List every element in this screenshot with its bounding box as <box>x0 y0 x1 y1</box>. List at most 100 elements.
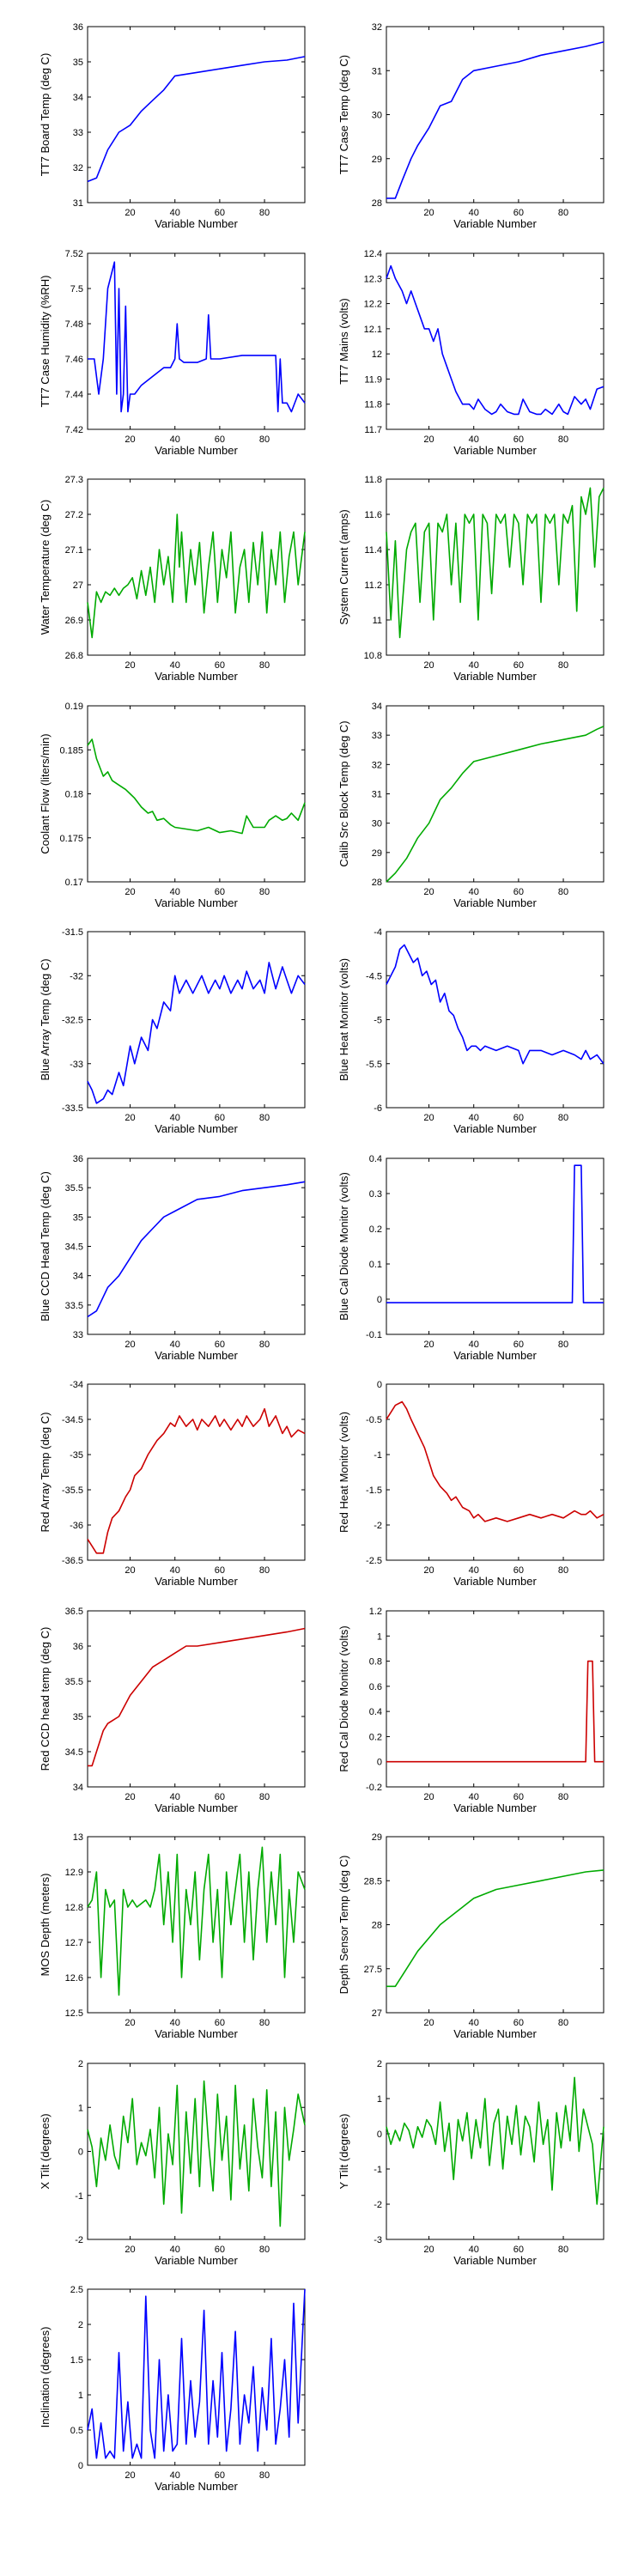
y-tick-label: 12.1 <box>364 325 382 335</box>
plot-frame <box>386 1836 605 2014</box>
y-tick-label: 30 <box>372 111 382 121</box>
plot-frame <box>87 705 306 883</box>
y-tick-label: 0 <box>377 2129 382 2140</box>
y-tick-label: 0.19 <box>65 702 83 712</box>
y-tick-label: 35 <box>73 1712 83 1722</box>
x-tick-label: 20 <box>125 2245 135 2255</box>
chart-panel-9: -33.5 -33 -32.5 -32 -31.5 20 40 60 80 Variable Nu… <box>39 927 306 1135</box>
y-tick-label: 30 <box>372 819 382 829</box>
x-tick-label: 40 <box>469 1113 479 1123</box>
x-axis-label: Variable Number <box>453 444 537 457</box>
x-tick-label: 40 <box>469 887 479 897</box>
y-tick-label: 28 <box>372 198 382 209</box>
series-line <box>386 944 605 1065</box>
y-axis-label: MOS Depth (meters) <box>39 1874 52 1977</box>
y-axis-label: Blue Heat Monitor (volts) <box>337 958 350 1081</box>
y-axis-label: Calib Src Block Temp (deg C) <box>337 720 350 866</box>
y-axis-label: Red Cal Diode Monitor (volts) <box>337 1625 350 1772</box>
y-tick-label: 36 <box>73 22 83 33</box>
y-tick-label: 11.4 <box>364 545 382 556</box>
y-tick-label: 1 <box>78 2391 83 2401</box>
y-tick-label: -1.5 <box>366 1485 382 1496</box>
y-tick-label: 0 <box>377 1295 382 1305</box>
series-line <box>87 738 306 835</box>
plot-frame <box>87 931 306 1109</box>
plot-frame <box>87 1383 306 1561</box>
x-tick-label: 40 <box>170 208 180 218</box>
y-axis-label: TT7 Board Temp (deg C) <box>39 53 52 177</box>
x-axis-label: Variable Number <box>155 1575 238 1588</box>
y-tick-label: 0.4 <box>369 1707 382 1717</box>
y-tick-label: -34.5 <box>62 1415 83 1425</box>
x-tick-label: 40 <box>170 1340 180 1350</box>
y-tick-label: 27.1 <box>65 545 83 556</box>
y-axis-label: Blue CCD Head Temp (deg C) <box>39 1171 52 1321</box>
series-line <box>386 264 605 416</box>
y-axis-label: Red Heat Monitor (volts) <box>337 1412 350 1533</box>
y-tick-label: 26.9 <box>65 616 83 626</box>
x-tick-label: 60 <box>513 1340 524 1350</box>
y-tick-label: 27.5 <box>364 1965 382 1975</box>
x-axis-label: Variable Number <box>453 1575 537 1588</box>
y-axis-label: Inclination (degrees) <box>39 2327 52 2428</box>
y-tick-label: -35.5 <box>62 1485 83 1496</box>
y-tick-label: -2 <box>374 1521 382 1531</box>
x-tick-label: 80 <box>259 2470 270 2481</box>
x-tick-label: 20 <box>423 660 434 671</box>
y-tick-label: 12.7 <box>65 1938 83 1948</box>
y-tick-label: 0.6 <box>369 1682 382 1692</box>
x-tick-label: 20 <box>423 2245 434 2255</box>
plot-frame <box>386 1610 605 1788</box>
x-tick-label: 60 <box>215 2245 225 2255</box>
x-tick-label: 40 <box>469 2018 479 2028</box>
x-tick-label: 40 <box>469 1792 479 1802</box>
y-tick-label: 27 <box>372 2008 382 2019</box>
y-tick-label: 12.5 <box>65 2008 83 2019</box>
y-tick-label: -2.5 <box>366 1556 382 1566</box>
y-tick-label: 26.8 <box>65 651 83 661</box>
x-tick-label: 80 <box>259 1113 270 1123</box>
y-tick-label: 12.4 <box>364 249 382 259</box>
y-axis-label: System Current (amps) <box>337 509 350 624</box>
y-tick-label: -6 <box>374 1103 382 1114</box>
x-tick-label: 60 <box>513 434 524 445</box>
chart-panel-7: 0.17 0.175 0.18 0.185 0.19 20 40 60 80 Variable N… <box>39 702 306 909</box>
x-tick-label: 40 <box>469 2245 479 2255</box>
x-tick-label: 20 <box>423 208 434 218</box>
y-tick-label: 0 <box>377 1758 382 1768</box>
y-tick-label: 0.185 <box>59 745 83 756</box>
y-tick-label: -0.2 <box>366 1783 382 1793</box>
y-tick-label: 32 <box>73 163 83 173</box>
plot-frame <box>87 1610 306 1788</box>
series-line <box>87 2080 306 2227</box>
series-line <box>386 1869 605 1988</box>
x-tick-label: 60 <box>513 2018 524 2028</box>
y-tick-label: 2 <box>78 2320 83 2330</box>
y-tick-label: 31 <box>372 790 382 800</box>
series-line <box>87 2288 306 2459</box>
chart-panel-15: 34 34.5 35 35.5 36 36.5 20 40 60 80 Variable Numbe… <box>39 1607 306 1814</box>
y-tick-label: 27.3 <box>65 475 83 485</box>
plot-frame <box>87 2288 306 2466</box>
x-tick-label: 60 <box>215 1340 225 1350</box>
y-tick-label: -35 <box>70 1450 83 1461</box>
x-axis-label: Variable Number <box>453 217 537 230</box>
y-tick-label: 28 <box>372 878 382 888</box>
y-axis-label: X Tilt (degrees) <box>39 2113 52 2189</box>
y-axis-label: Red CCD head temp (deg C) <box>39 1627 52 1771</box>
series-line <box>88 1627 306 1767</box>
series-line <box>386 726 605 883</box>
y-tick-label: -4.5 <box>366 971 382 981</box>
plot-frame <box>386 1383 605 1561</box>
x-tick-label: 80 <box>259 208 270 218</box>
x-tick-label: 80 <box>558 887 568 897</box>
y-tick-label: 12.8 <box>65 1903 83 1913</box>
y-tick-label: 1.2 <box>369 1607 382 1617</box>
y-tick-label: 11.6 <box>364 510 382 520</box>
y-tick-label: 12.3 <box>364 274 382 284</box>
x-tick-label: 40 <box>469 660 479 671</box>
y-tick-label: -33 <box>70 1060 83 1070</box>
x-tick-label: 60 <box>513 1113 524 1123</box>
x-tick-label: 60 <box>215 887 225 897</box>
